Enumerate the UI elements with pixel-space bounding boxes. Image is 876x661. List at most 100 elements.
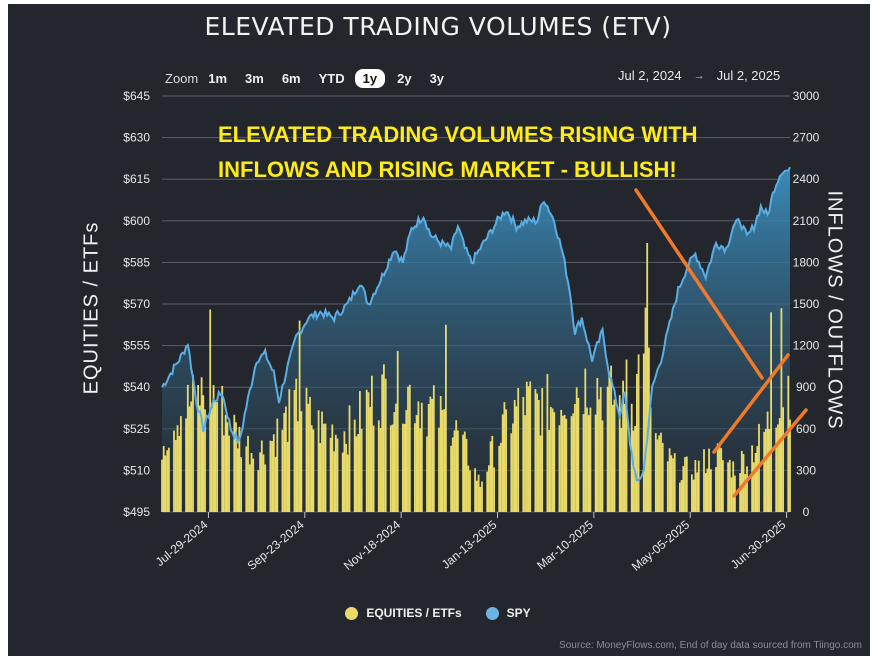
equities-bar	[732, 461, 735, 512]
zoom-2y-button[interactable]: 2y	[397, 70, 412, 86]
equities-bar	[503, 402, 506, 512]
equities-bar	[161, 459, 163, 512]
equities-bar	[589, 407, 592, 512]
equities-bar	[722, 460, 724, 512]
equities-bar	[396, 350, 399, 512]
equities-bar	[537, 400, 540, 512]
annotation-arrow-2	[712, 353, 790, 454]
equities-bar	[420, 402, 423, 512]
equities-bar	[720, 448, 723, 512]
equities-bar	[515, 406, 518, 512]
date-range: Jul 2, 2024 → Jul 2, 2025	[618, 68, 780, 83]
equities-bar	[587, 415, 590, 512]
equities-bar	[620, 427, 623, 512]
zoom-1m-button[interactable]: 1m	[208, 70, 228, 86]
equities-bar	[728, 459, 731, 512]
zoom-3y-button[interactable]: 3y	[429, 70, 445, 86]
equities-bar	[529, 381, 532, 512]
equities-bar	[417, 401, 420, 512]
equities-bar	[451, 437, 454, 512]
date-to[interactable]: Jul 2, 2025	[716, 68, 781, 83]
equities-bar	[488, 465, 490, 512]
equities-bar	[162, 446, 165, 512]
equities-bar	[345, 443, 347, 512]
annotation-arrow-1	[634, 188, 764, 380]
equities-bar	[661, 442, 664, 512]
equities-bar	[309, 396, 311, 512]
annotation-line-1: ELEVATED TRADING VOLUMES RISING WITH	[218, 122, 698, 147]
equities-bar	[548, 429, 550, 512]
arrow-right-icon: →	[693, 69, 705, 82]
equities-bar	[563, 414, 566, 512]
equities-bar	[402, 423, 404, 512]
zoom-3m-button[interactable]: 3m	[245, 70, 264, 86]
legend-spy-label: SPY	[506, 606, 531, 620]
equities-bar	[178, 436, 181, 512]
left-tick-label: $495	[123, 505, 150, 519]
date-from[interactable]: Jul 2, 2024	[618, 68, 682, 83]
x-tick-label: May-05-2025	[629, 517, 692, 573]
equities-bar	[233, 414, 236, 512]
zoom-6m-button[interactable]: 6m	[281, 70, 301, 86]
equities-bar	[672, 458, 674, 512]
equities-bar	[393, 412, 396, 512]
equities-bar	[200, 377, 203, 512]
equities-bar	[439, 396, 442, 512]
equities-bar	[546, 374, 549, 512]
equities-bar	[680, 480, 683, 512]
equities-bar	[560, 409, 563, 512]
equities-bar	[353, 419, 356, 512]
equities-bar	[692, 479, 695, 512]
equities-bar	[481, 481, 483, 512]
equities-bar	[407, 386, 409, 512]
equities-bar	[168, 447, 170, 512]
annotation-line-2: INFLOWS AND RISING MARKET - BULLISH!	[218, 157, 677, 182]
equities-bar	[192, 375, 194, 512]
equities-bar	[572, 413, 575, 512]
equities-bar	[622, 380, 624, 512]
equities-bar	[395, 403, 397, 512]
equities-bar	[202, 395, 205, 512]
equities-bar	[787, 375, 790, 512]
equities-bar	[365, 389, 368, 512]
equities-bar	[221, 385, 224, 512]
equities-bar	[666, 461, 669, 512]
equities-bar	[262, 454, 265, 512]
left-tick-label: $585	[123, 255, 150, 269]
equities-bar	[341, 452, 344, 512]
legend-item-spy[interactable]: SPY	[485, 606, 531, 620]
equities-bar	[185, 418, 187, 512]
equities-bar	[574, 404, 576, 512]
left-tick-label: $540	[123, 380, 150, 394]
equities-bar	[654, 433, 657, 512]
equities-bar	[562, 415, 564, 512]
equities-bar	[754, 453, 757, 512]
equities-bar	[623, 403, 626, 512]
zoom-1y-button[interactable]: 1y	[354, 68, 386, 88]
equities-bar	[586, 407, 588, 512]
right-tick-label: 1200	[793, 339, 820, 353]
equities-bar	[389, 425, 392, 512]
equities-bar	[427, 404, 430, 512]
left-tick-label: $570	[123, 297, 150, 311]
equities-bar	[551, 408, 554, 512]
right-tick-label: 2400	[793, 172, 820, 186]
equities-bar	[777, 424, 779, 512]
equities-bar	[286, 441, 289, 512]
equities-bar	[549, 406, 552, 512]
equities-bar	[510, 433, 513, 512]
zoom-ytd-button[interactable]: YTD	[318, 70, 345, 86]
equities-bar	[453, 430, 456, 512]
equities-bar	[739, 473, 741, 512]
equities-bar	[505, 409, 507, 512]
equities-bar	[367, 392, 370, 512]
equities-bar	[371, 375, 373, 512]
equities-bar	[450, 445, 452, 512]
chart-legend: EQUITIES / ETFs SPY	[0, 606, 876, 620]
equities-bar	[697, 460, 700, 512]
equities-bar	[307, 403, 310, 512]
legend-item-equities[interactable]: EQUITIES / ETFs	[345, 606, 462, 620]
equities-bar	[445, 324, 447, 512]
equities-bar	[656, 439, 659, 512]
equities-bar	[438, 427, 440, 512]
